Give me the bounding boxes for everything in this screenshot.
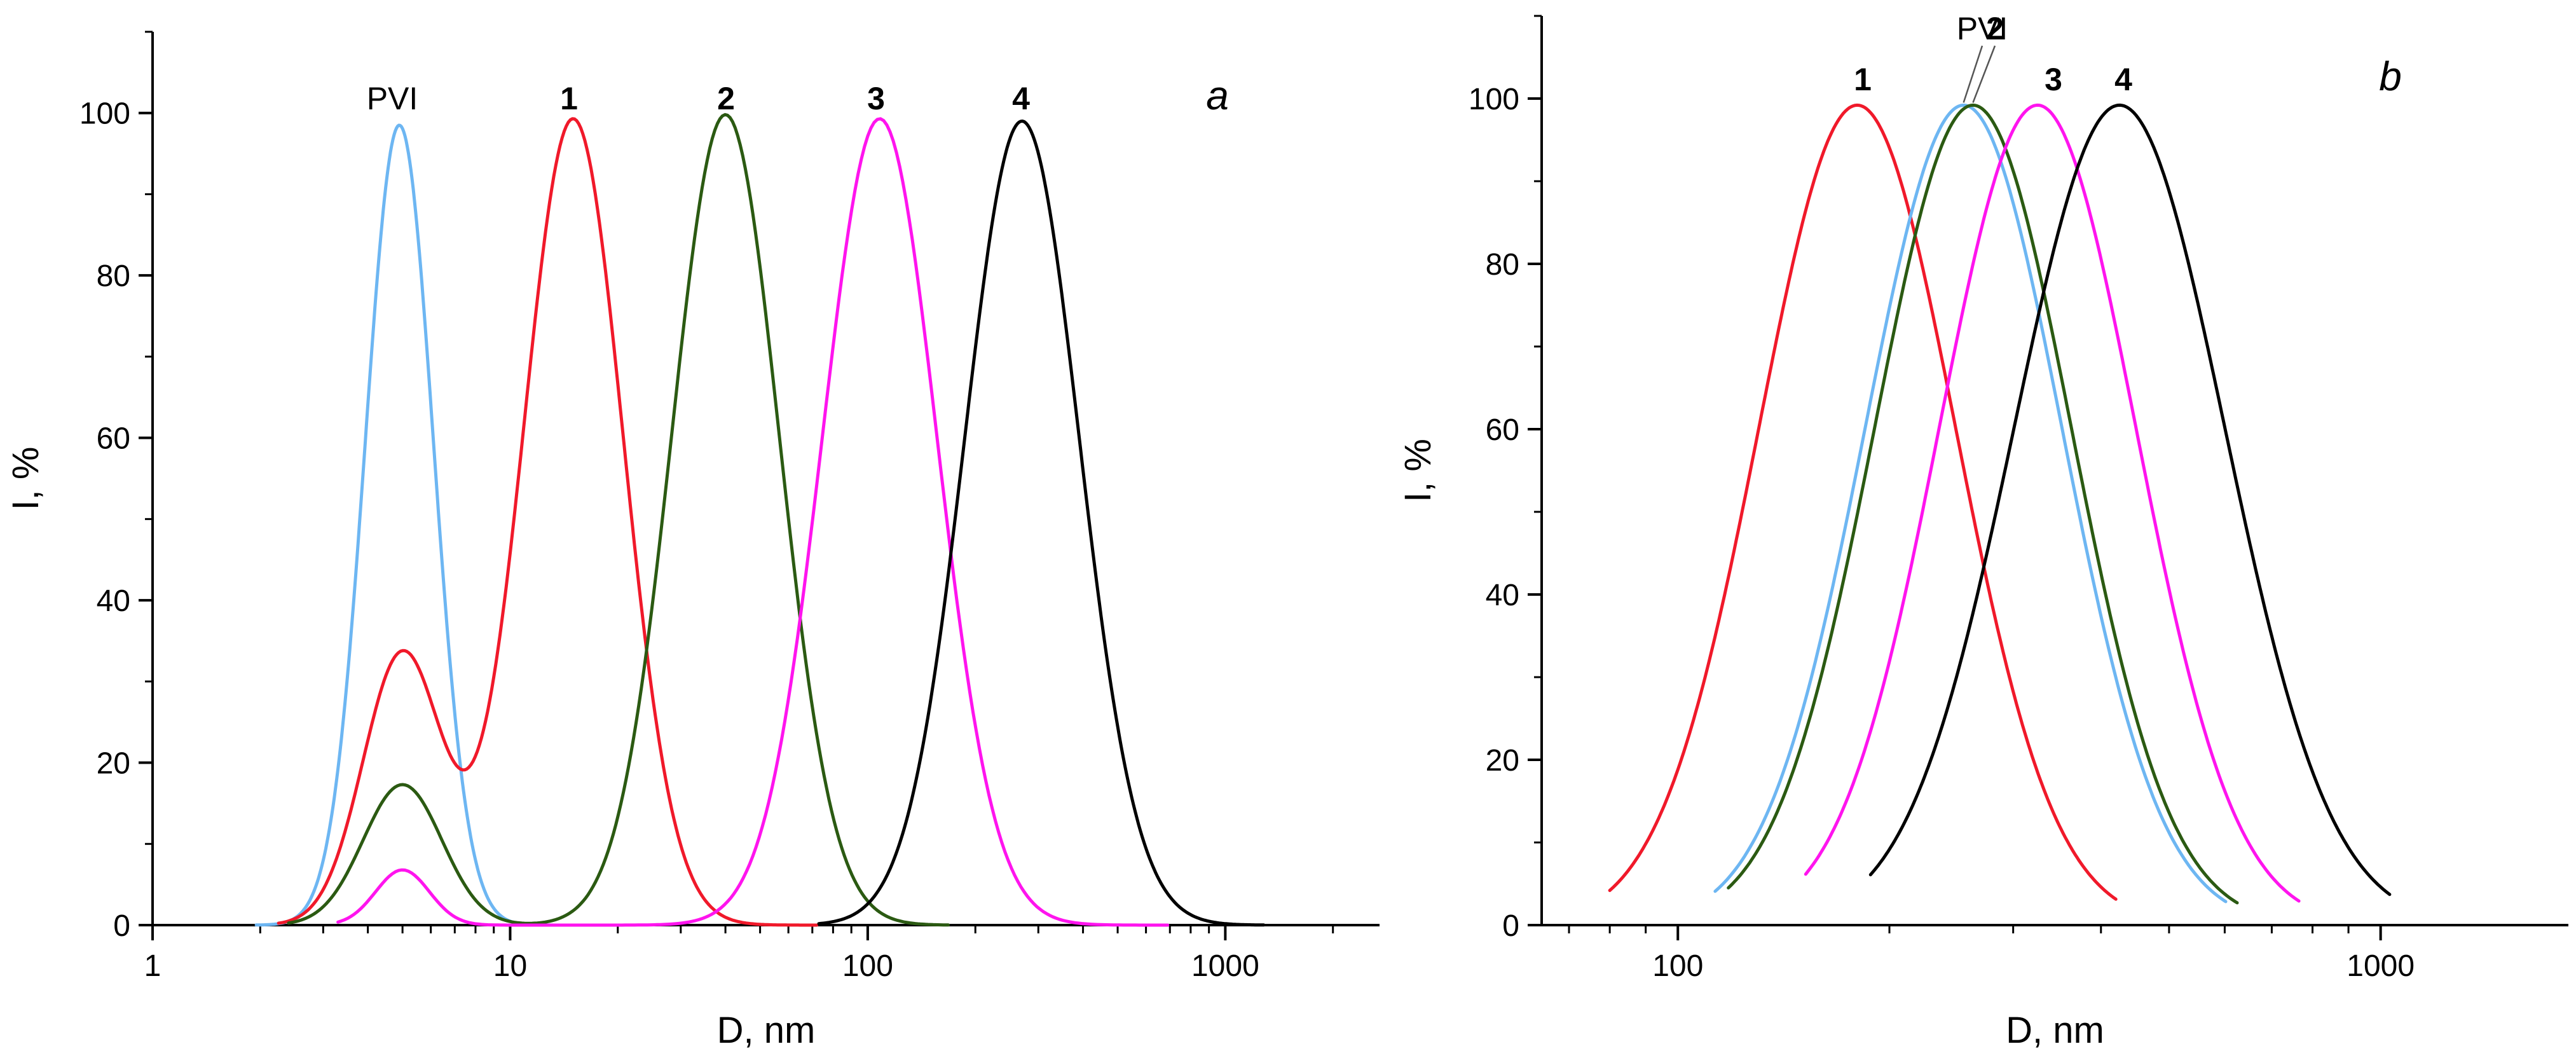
y-axis-title: I, % xyxy=(5,447,46,511)
series-label-3: 3 xyxy=(2045,62,2062,97)
x-tick-label: 10 xyxy=(493,949,527,983)
y-tick-label: 60 xyxy=(1486,413,1519,447)
leader-line-2 xyxy=(1972,45,1996,103)
series-label-2: 2 xyxy=(717,81,735,116)
y-tick-label: 100 xyxy=(1469,83,1519,116)
y-tick-label: 0 xyxy=(1502,909,1519,943)
x-tick-label: 1000 xyxy=(2346,949,2415,983)
panel-letter: b xyxy=(2379,53,2402,99)
series-label-1: 1 xyxy=(560,81,578,116)
x-tick-label: 1000 xyxy=(1191,949,1259,983)
series-label-2: 2 xyxy=(1986,11,2004,46)
series-label-1: 1 xyxy=(1854,62,1872,97)
series-line-3 xyxy=(336,117,1170,927)
series-line-pvi xyxy=(254,123,570,927)
panel-letter: a xyxy=(1206,72,1229,118)
series-line-2 xyxy=(1727,103,2239,905)
series-label-pvi: PVI xyxy=(367,81,418,116)
y-tick-label: 40 xyxy=(97,584,130,618)
y-tick-label: 0 xyxy=(113,909,130,943)
y-tick-label: 100 xyxy=(79,97,130,131)
series-line-4 xyxy=(817,120,1266,927)
x-axis-title: D, nm xyxy=(2006,1010,2104,1051)
y-tick-label: 80 xyxy=(1486,248,1519,282)
y-tick-label: 60 xyxy=(97,422,130,456)
x-tick-label: 100 xyxy=(1652,949,1703,983)
series-label-4: 4 xyxy=(2114,62,2132,97)
series-label-3: 3 xyxy=(867,81,885,116)
series-label-4: 4 xyxy=(1012,81,1030,116)
series-line-pvi xyxy=(1713,104,2228,903)
leader-line-pvi xyxy=(1963,45,1983,103)
series-label-pvi: PVI xyxy=(1957,11,2008,46)
series-line-4 xyxy=(1868,103,2392,897)
panel-a-chart: 0 20 40 60 80 100 1 10 100 1000 D, nm I, % PVI 1 2 3 4 a xyxy=(5,31,1380,1051)
series-line-1 xyxy=(277,117,819,927)
y-tick-label: 80 xyxy=(97,259,130,293)
series-line-3 xyxy=(1804,103,2301,903)
series-line-2 xyxy=(287,113,950,927)
y-tick-label: 20 xyxy=(1486,744,1519,778)
x-tick-label: 100 xyxy=(842,949,893,983)
y-axis-title: I, % xyxy=(1397,439,1439,502)
x-tick-label: 1 xyxy=(144,949,161,983)
x-axis-title: D, nm xyxy=(717,1010,816,1051)
y-tick-label: 20 xyxy=(97,747,130,781)
series-line-1 xyxy=(1608,103,2118,901)
y-tick-label: 40 xyxy=(1486,579,1519,612)
